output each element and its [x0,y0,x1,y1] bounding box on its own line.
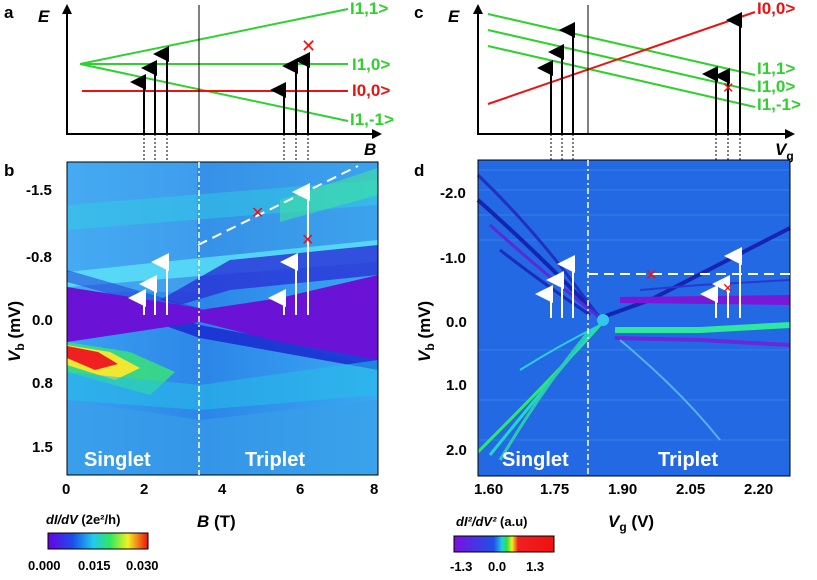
level-t-plus-c [487,13,756,76]
field-axis-label-a: B [364,140,376,159]
xtick-d-1: 1.75 [540,481,569,498]
energy-axis-label-c: E [448,7,460,26]
gate-axis-label-c: Vg [775,140,794,163]
colorbar-label-b: dI/dV (2e²/h) [46,512,120,527]
region-label-triplet-d: Triplet [658,449,718,471]
state-label-singlet-a: I0,0> [352,81,390,100]
xtick-b-2: 4 [218,481,227,498]
colorbar-tick-d-1: 0.0 [488,559,506,574]
panel-a: a E B ✕ I1,1> I1,0> I0,0> I1,-1> [4,0,394,159]
region-label-singlet-b: Singlet [84,449,151,471]
ytick-b-3: 0.8 [32,375,53,392]
state-label-t-plus-c: I1,1> [757,59,795,78]
panel-b: b [4,161,379,573]
level-t-plus-a [79,8,349,65]
xtick-d-0: 1.60 [474,481,503,498]
forbidden-cross-icon-b2: ✕ [301,230,314,249]
forbidden-cross-icon-a: ✕ [301,36,316,57]
xlabel-d: Vg (V) [608,512,654,534]
map-frame-d [477,159,791,477]
colorbar-label-d: dI²/dV² (a.u) [456,514,528,529]
forbidden-cross-icon-c: ✕ [722,79,735,97]
ytick-d-3: 1.0 [446,377,467,394]
map-frame-b [66,161,379,476]
colorbar-tick-b-1: 0.015 [78,558,111,573]
panel-letter-c: c [414,3,423,22]
colorbar-tick-d-2: 1.3 [526,559,544,574]
dashed-guide-b [197,165,359,246]
xtick-d-4: 2.20 [744,481,773,498]
xtick-d-3: 2.05 [676,481,705,498]
colorbar-tick-d-0: -1.3 [450,559,472,574]
panel-letter-b: b [4,161,14,180]
region-label-triplet-b: Triplet [245,449,305,471]
x-axis-arrow-icon-a [372,129,382,139]
xtick-b-3: 6 [296,481,304,498]
derivative-map-d [476,160,791,476]
forbidden-cross-icon-d1: ✕ [645,266,658,284]
ytick-d-4: 2.0 [446,442,467,459]
xlabel-b: B (T) [197,512,236,531]
region-label-singlet-d: Singlet [502,449,569,471]
state-label-t-zero-c: I1,0> [757,77,795,96]
state-label-t-zero-a: I1,0> [352,55,390,74]
level-t-zero-c [487,29,756,92]
ytick-b-0: -1.5 [26,182,52,199]
state-label-t-plus-a: I1,1> [350,0,388,18]
xtick-b-1: 2 [140,481,148,498]
conductance-map-b [67,162,378,475]
state-label-singlet-c: I0,0> [757,0,795,18]
colorbar-tick-b-0: 0.000 [28,558,61,573]
xtick-d-2: 1.90 [608,481,637,498]
xtick-b-0: 0 [62,481,70,498]
ytick-b-4: 1.5 [32,439,53,456]
ylabel-b: Vb (mV) [5,301,27,362]
ytick-d-1: -1.0 [440,250,466,267]
level-t-minus-a [79,63,349,122]
ytick-b-2: 0.0 [32,312,53,329]
y-axis-arrow-icon-c [473,4,483,14]
colorbar-d [453,535,555,553]
energy-axis-label-a: E [38,7,50,26]
state-label-t-minus-a: I1,-1> [350,110,394,129]
state-label-t-minus-c: I1,-1> [757,95,801,114]
xtick-b-4: 8 [370,481,378,498]
level-t-minus-c [487,45,756,108]
x-axis-arrow-icon-c [785,129,795,139]
colorbar-b [47,532,149,550]
ytick-d-0: -2.0 [440,185,466,202]
ytick-b-1: -0.8 [26,249,52,266]
forbidden-cross-icon-d2: ✕ [722,281,734,297]
y-axis-arrow-icon-a [62,4,72,14]
ytick-d-2: 0.0 [446,314,467,331]
colorbar-tick-b-2: 0.030 [126,558,159,573]
forbidden-cross-icon-b1: ✕ [251,203,264,222]
panel-d: d [414,159,791,574]
ylabel-d: Vb (mV) [415,301,437,362]
panel-letter-d: d [414,161,424,180]
level-singlet-c [487,11,756,105]
panel-c: c E Vg ✕ I0,0> I1,1> I1,0> I1,-1> [414,0,801,163]
panel-letter-a: a [4,3,14,22]
